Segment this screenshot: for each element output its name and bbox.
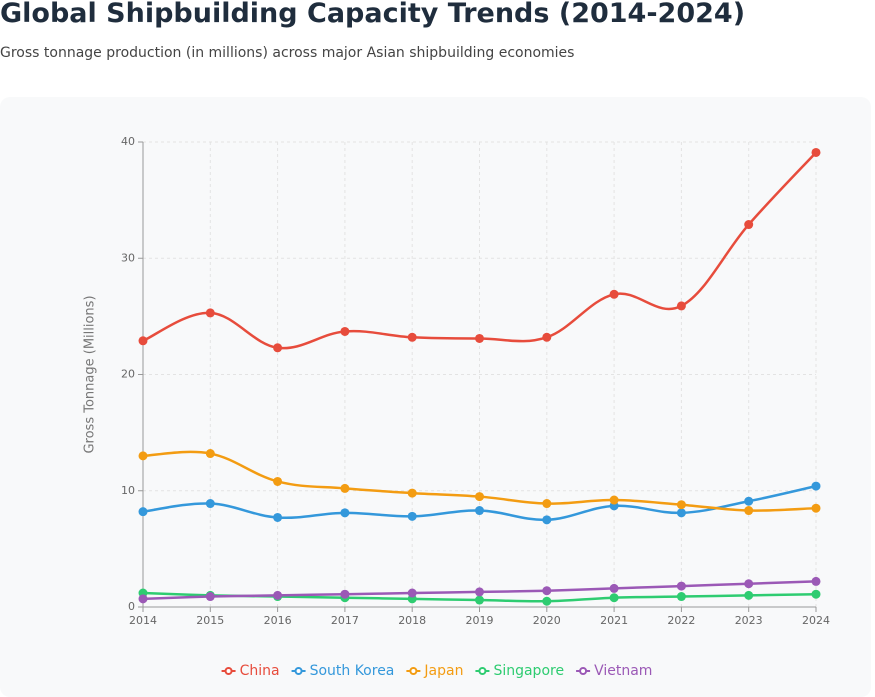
data-point [744,506,754,516]
data-point [609,289,619,299]
data-point [340,589,350,599]
data-point [475,595,484,605]
data-point [340,508,350,518]
chart-title: Global Shipbuilding Capacity Trends (201… [0,0,746,29]
data-point [475,492,484,502]
data-point [609,593,619,603]
legend-label: South Korea [310,663,395,679]
data-point [676,508,686,518]
data-point [475,506,484,516]
data-point [340,483,350,493]
data-point [407,511,417,521]
x-tick-label: 2017 [331,614,359,627]
data-point [273,512,283,522]
legend-marker [294,667,303,675]
data-point [676,592,686,602]
data-point [609,583,619,593]
data-point [205,499,215,509]
legend-marker [224,667,233,675]
y-tick-label: 0 [128,600,135,613]
x-tick-label: 2022 [667,614,695,627]
x-tick-label: 2016 [264,614,292,627]
data-point [744,579,754,589]
data-point [609,495,619,505]
legend: China South Korea Japan Singapore Vietnam [221,663,652,679]
data-point [475,587,484,597]
data-point [676,301,686,311]
y-tick-label: 30 [121,251,135,264]
data-point [407,488,417,498]
data-point [138,594,148,604]
data-point [407,588,417,598]
data-point [340,326,350,336]
legend-label: Vietnam [594,663,652,679]
data-point [138,507,148,517]
data-point [475,333,484,343]
x-tick-label: 2015 [196,614,224,627]
data-point [811,503,821,513]
series-line [142,151,817,350]
data-point [744,496,754,506]
data-point [676,581,686,591]
x-tick-label: 2018 [398,614,426,627]
data-point [744,590,754,600]
chart-subtitle: Gross tonnage production (in millions) a… [0,45,575,61]
y-axis-label: Gross Tonnage (Millions) [83,295,98,453]
data-point [744,220,754,230]
y-tick-label: 40 [121,135,135,148]
data-point [205,308,215,318]
legend-label: China [240,663,280,679]
data-point [273,590,283,600]
legend-label: Japan [423,663,463,679]
data-point [811,481,821,491]
y-tick-label: 10 [121,484,135,497]
data-point [542,499,552,509]
x-tick-label: 2024 [802,614,830,627]
data-point [205,592,215,602]
legend-marker [409,667,418,675]
data-point [138,336,148,346]
data-point [138,451,148,461]
y-tick-label: 20 [121,368,135,381]
data-point [273,476,283,486]
legend-label: Singapore [493,663,564,679]
x-tick-label: 2019 [466,614,494,627]
x-tick-label: 2014 [129,614,157,627]
legend-marker [579,667,588,675]
data-point [811,576,821,586]
x-tick-label: 2021 [600,614,628,627]
data-point [407,332,417,342]
legend-marker [478,667,487,675]
data-point [542,586,552,596]
data-point [205,449,215,459]
data-point [811,147,821,157]
data-point [542,332,552,342]
x-tick-label: 2023 [735,614,763,627]
data-point [273,343,283,353]
data-point [542,596,552,606]
x-tick-label: 2020 [533,614,561,627]
data-point [676,500,686,510]
data-point [542,515,552,525]
data-point [811,589,821,599]
